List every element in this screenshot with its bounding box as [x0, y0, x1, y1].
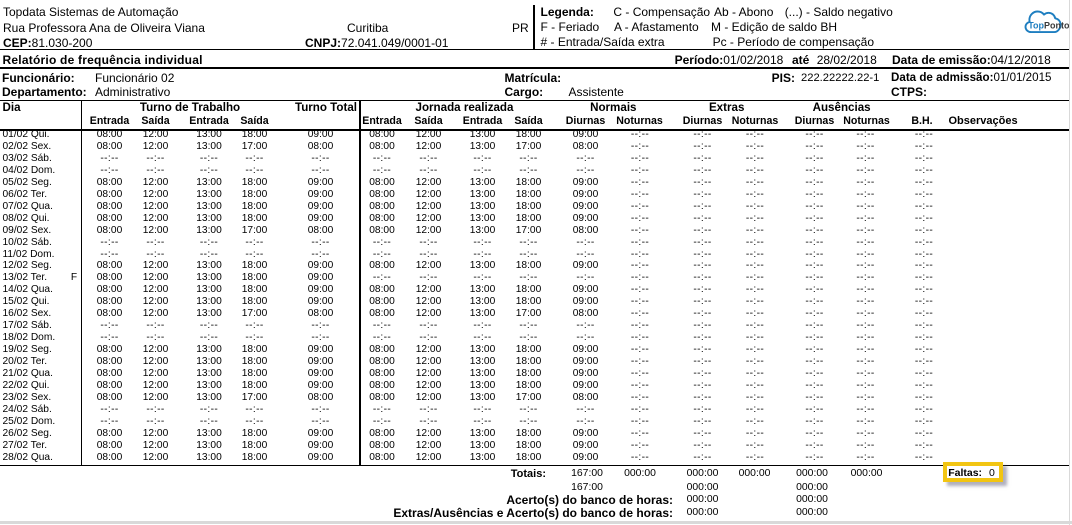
svg-text:TopPonto: TopPonto [1028, 21, 1070, 31]
